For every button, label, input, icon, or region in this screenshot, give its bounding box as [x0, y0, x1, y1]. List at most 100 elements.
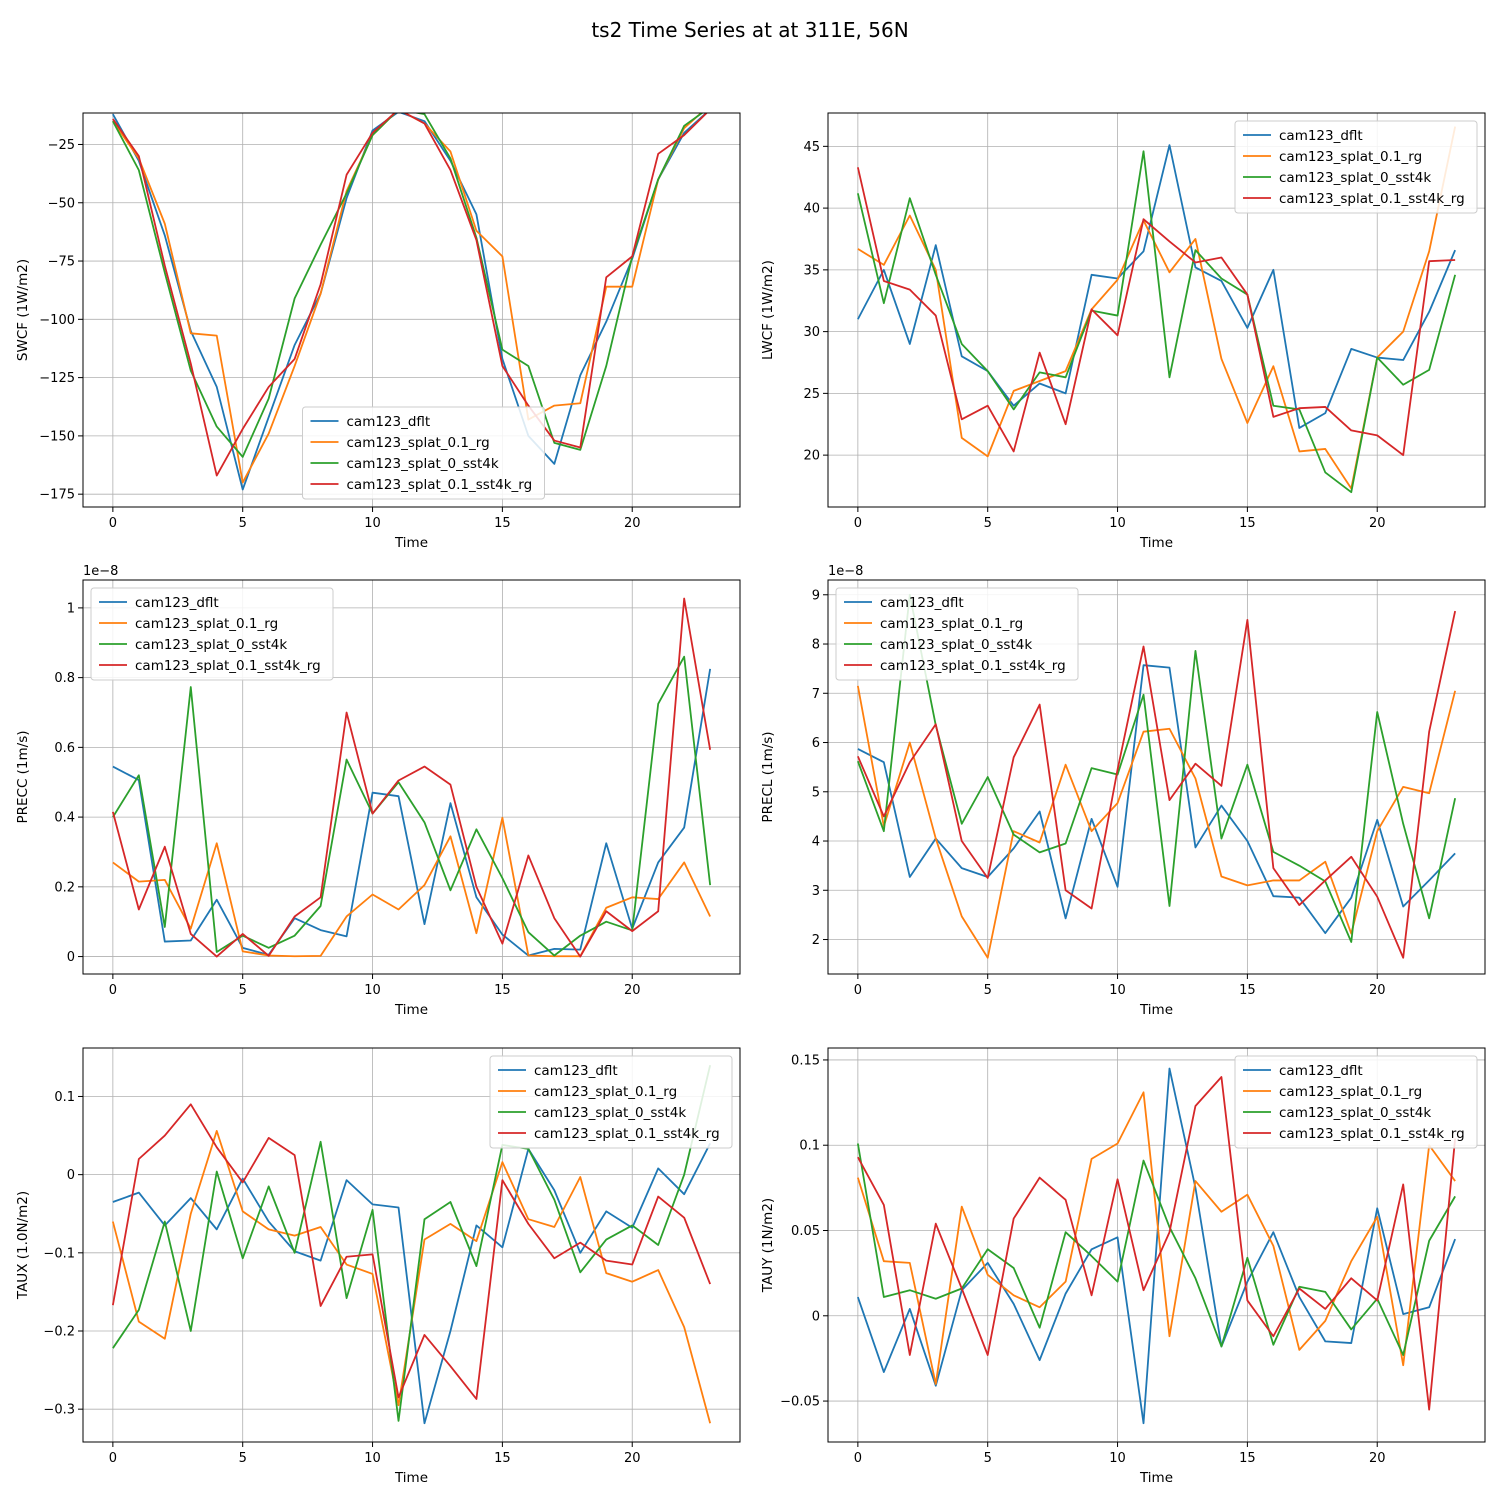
y-offset-label: 1e−8	[828, 564, 863, 579]
axes-frame	[827, 579, 1486, 975]
legend: cam123_dflt cam123_splat_0.1_rg cam123_spl…	[835, 587, 1079, 681]
legend-box	[90, 587, 334, 681]
legend-label: cam123_splat_0.1_sst4k_rg	[135, 658, 321, 674]
legend-label: cam123_dflt	[1279, 1063, 1363, 1079]
subplot-4: 0 5 10 15 20 2 3 4 5 6 7 8 9 1e−8 Time PRECL (1m/s) cam1…	[760, 564, 1486, 1018]
x-tick-label: 15	[494, 1451, 511, 1466]
x-tick-label: 5	[984, 1451, 992, 1466]
legend-box	[835, 587, 1079, 681]
x-tick-label: 5	[239, 983, 247, 998]
series-line-cam123_splat_0.1_sst4k_rg	[111, 597, 712, 958]
series-line-cam123_dflt	[857, 144, 1456, 429]
legend-label: cam123_splat_0_sst4k	[880, 637, 1032, 653]
x-tick-label: 20	[624, 1451, 641, 1466]
x-tick-label: 10	[364, 983, 381, 998]
y-tick-label: −0.1	[43, 1246, 75, 1261]
legend-label: cam123_splat_0.1_sst4k_rg	[880, 658, 1066, 674]
x-tick-label: 10	[1109, 983, 1126, 998]
y-tick-label: −125	[39, 371, 75, 386]
y-tick-label: 0.2	[54, 880, 75, 895]
y-axis-label: TAUX (1.0N/m2)	[15, 1191, 31, 1300]
y-axis-label: PRECC (1m/s)	[15, 730, 31, 823]
y-tick-label: −150	[39, 429, 75, 444]
y-tick-label: −0.2	[43, 1324, 75, 1339]
series-lines	[111, 597, 712, 958]
subplot-5: 0 5 10 15 20 −0.3 −0.2 −0.1 0 0.1 Time TAUX (1.0N/m…	[15, 1047, 741, 1486]
legend-label: cam123_splat_0.1_rg	[534, 1084, 677, 1100]
x-axis-label: Time	[394, 1470, 428, 1486]
y-tick-label: 45	[803, 140, 820, 155]
y-axis-label: SWCF (1W/m2)	[15, 259, 31, 361]
series-line-cam123_splat_0.1_sst4k_rg	[112, 113, 708, 477]
series-line-cam123_splat_0.1_sst4k_rg	[857, 1076, 1457, 1411]
y-tick-label: 0	[67, 950, 75, 965]
x-tick-label: 5	[984, 516, 992, 531]
series-line-cam123_splat_0.1_sst4k_rg	[857, 610, 1457, 959]
x-tick-label: 10	[1109, 516, 1126, 531]
y-axis-label: PRECL (1m/s)	[760, 731, 776, 822]
y-tick-label: 0	[67, 1168, 75, 1183]
y-axis-label: TAUY (1N/m2)	[760, 1198, 776, 1293]
legend-label: cam123_dflt	[880, 595, 964, 611]
y-tick-label: 0.1	[799, 1139, 820, 1154]
legend-box	[489, 1055, 733, 1149]
x-tick-label: 0	[109, 983, 117, 998]
legend: cam123_dflt cam123_splat_0.1_rg cam123_spl…	[1234, 120, 1478, 214]
y-tick-label: 40	[803, 202, 820, 217]
y-tick-label: 0.05	[791, 1224, 820, 1239]
series-line-cam123_splat_0_sst4k	[112, 113, 704, 458]
y-tick-label: 0.1	[54, 1090, 75, 1105]
y-tick-label: 0	[812, 1309, 820, 1324]
legend-label: cam123_splat_0.1_rg	[880, 616, 1023, 632]
x-tick-label: 5	[239, 1451, 247, 1466]
x-tick-label: 15	[1239, 1451, 1256, 1466]
x-tick-label: 0	[854, 1451, 862, 1466]
x-tick-label: 0	[109, 516, 117, 531]
y-tick-label: 1	[67, 601, 75, 616]
legend-label: cam123_splat_0_sst4k	[1279, 170, 1431, 186]
y-tick-label: 0.6	[54, 741, 75, 756]
subplot-grid: 0 5 10 15 20−175−150−125−100−75−50−25TimeSWC…	[15, 112, 1486, 1486]
x-tick-label: 20	[624, 516, 641, 531]
x-axis-label: Time	[1139, 535, 1173, 551]
axes-frame	[827, 112, 1486, 508]
figure-title: ts2 Time Series at at 311E, 56N	[591, 18, 908, 42]
y-tick-label: −0.05	[780, 1395, 820, 1410]
series-line-cam123_dflt	[857, 664, 1456, 935]
series-line-cam123_splat_0_sst4k	[856, 1143, 1456, 1356]
y-tick-label: 8	[812, 638, 820, 653]
x-axis-label: Time	[1139, 1470, 1173, 1486]
axes-frame	[827, 1047, 1486, 1443]
series-lines	[856, 126, 1457, 494]
x-tick-label: 15	[1239, 983, 1256, 998]
x-tick-label: 5	[984, 983, 992, 998]
x-tick-label: 10	[1109, 1451, 1126, 1466]
y-tick-label: −25	[48, 138, 75, 153]
legend-label: cam123_dflt	[347, 414, 431, 430]
legend-label: cam123_splat_0_sst4k	[1279, 1105, 1431, 1121]
legend-label: cam123_splat_0.1_rg	[1279, 1084, 1422, 1100]
legend-label: cam123_splat_0.1_rg	[347, 435, 490, 451]
axes-frame	[82, 579, 741, 975]
series-line-cam123_splat_0.1_rg	[112, 816, 711, 958]
y-tick-label: 25	[803, 387, 820, 402]
series-lines	[856, 1067, 1457, 1425]
x-axis-label: Time	[394, 535, 428, 551]
y-tick-label: −75	[48, 255, 75, 270]
legend-label: cam123_splat_0.1_sst4k_rg	[347, 477, 533, 493]
axes-frame	[82, 1047, 741, 1443]
y-tick-label: 20	[803, 449, 820, 464]
series-line-cam123_splat_0_sst4k	[112, 1064, 712, 1422]
legend-box	[302, 406, 545, 500]
legend-label: cam123_splat_0_sst4k	[534, 1105, 686, 1121]
y-tick-label: 4	[812, 835, 820, 850]
series-lines	[111, 1064, 712, 1425]
y-axis-label: LWCF (1W/m2)	[760, 260, 776, 360]
x-tick-label: 20	[624, 983, 641, 998]
subplot-1: 0 5 10 15 20 −175 −150 −125 −100 −75 −50 −25 Time SWC…	[15, 112, 741, 551]
series-line-cam123_splat_0.1_rg	[856, 685, 1457, 959]
x-tick-label: 10	[364, 1451, 381, 1466]
y-tick-label: −100	[39, 313, 75, 328]
y-offset-label: 1e−8	[83, 564, 118, 579]
